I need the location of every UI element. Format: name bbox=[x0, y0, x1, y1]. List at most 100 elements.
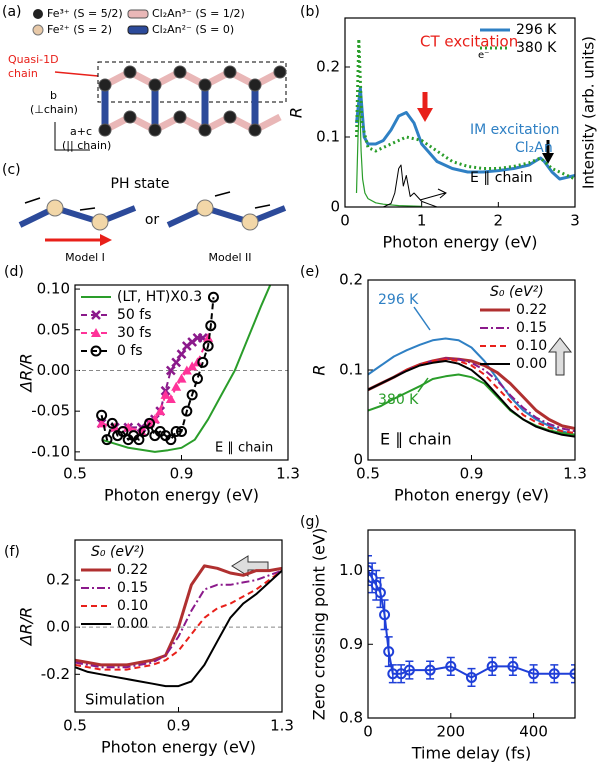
decoration bbox=[214, 191, 271, 209]
model-label: Model II bbox=[208, 251, 251, 264]
diagram-title: PH state bbox=[111, 176, 170, 192]
legend-text: Cl₂An²⁻ (S = 0) bbox=[152, 23, 234, 36]
y-axis-label: Zero crossing point (eV) bbox=[310, 528, 329, 720]
series-line bbox=[368, 337, 575, 436]
annotation: E ∥ chain bbox=[470, 170, 533, 186]
x-tick-label: 1.3 bbox=[276, 465, 300, 483]
panel-label: (e) bbox=[300, 264, 320, 280]
decoration bbox=[413, 306, 431, 331]
annotation: e⁻ bbox=[478, 50, 489, 61]
decoration bbox=[24, 197, 96, 211]
x-axis-label: Photon energy (eV) bbox=[383, 233, 538, 252]
plot-area bbox=[368, 555, 575, 688]
marker bbox=[203, 332, 214, 342]
or-text: or bbox=[145, 212, 160, 228]
axis-note: (|| chain) bbox=[62, 139, 111, 152]
x-tick-label: 2 bbox=[494, 212, 504, 230]
y2-axis-label: Intensity (arb. units) bbox=[580, 36, 598, 189]
y-tick-label: 0.05 bbox=[37, 320, 70, 338]
cl2an2-icon bbox=[127, 25, 149, 35]
fe2-icon bbox=[32, 24, 44, 36]
arrow-head bbox=[100, 234, 112, 246]
chain-label: chain bbox=[8, 67, 38, 80]
x-tick-label: 200 bbox=[436, 723, 465, 741]
decoration bbox=[419, 188, 447, 201]
legend-text: Fe²⁺ (S = 2) bbox=[47, 23, 112, 36]
x-axis-label: Photon energy (eV) bbox=[101, 738, 256, 757]
x-tick-label: 0.5 bbox=[63, 465, 87, 483]
x-tick-label: 3 bbox=[570, 212, 580, 230]
error-bar bbox=[426, 660, 435, 680]
axis-note: (⊥chain) bbox=[30, 103, 78, 116]
marker bbox=[176, 426, 187, 438]
x-tick-label: 0.9 bbox=[460, 465, 484, 483]
legend-title: S₀ (eV²) bbox=[490, 284, 544, 300]
marker bbox=[123, 422, 134, 432]
y-tick-label: 1.0 bbox=[339, 561, 363, 579]
legend-label: 0.10 bbox=[117, 598, 148, 614]
y-tick-label: 0.2 bbox=[339, 271, 363, 289]
series-line bbox=[383, 164, 438, 207]
decoration bbox=[542, 153, 554, 164]
panel-label: (b) bbox=[300, 4, 320, 20]
y-tick-label: 0 bbox=[353, 451, 363, 469]
decoration bbox=[198, 123, 212, 137]
legend-label: 0.00 bbox=[516, 356, 547, 372]
y-tick-label: 0.2 bbox=[46, 571, 70, 589]
legend-text: Fe³⁺ (S = 5/2) bbox=[47, 7, 123, 20]
marker bbox=[133, 434, 145, 446]
marker bbox=[171, 357, 182, 368]
legend-label: 0.10 bbox=[516, 338, 547, 354]
decoration bbox=[223, 110, 237, 124]
decoration bbox=[98, 78, 112, 92]
marker bbox=[176, 373, 187, 383]
x-tick-label: 0.5 bbox=[63, 717, 87, 735]
annotation: E ∥ chain bbox=[215, 441, 273, 456]
decoration bbox=[273, 65, 287, 79]
decoration bbox=[248, 78, 262, 92]
y-tick-label: -0.2 bbox=[41, 665, 70, 683]
error-bar bbox=[488, 656, 497, 676]
y-tick-label: 0.8 bbox=[339, 709, 363, 727]
marker bbox=[207, 291, 219, 303]
marker bbox=[91, 310, 101, 320]
decoration bbox=[46, 199, 64, 217]
legend-label: 0.00 bbox=[117, 616, 148, 632]
panel-label: (c) bbox=[2, 162, 21, 178]
marker bbox=[106, 417, 118, 429]
marker bbox=[403, 664, 415, 676]
legend-label: 50 fs bbox=[117, 307, 152, 323]
axes-frame bbox=[344, 17, 576, 208]
legend-label: (LT, HT)X0.3 bbox=[117, 289, 202, 305]
decoration bbox=[198, 78, 212, 92]
marker bbox=[101, 434, 113, 446]
x-tick-label: 400 bbox=[519, 723, 548, 741]
decoration bbox=[123, 110, 137, 124]
x-axis-label: Time delay (fs) bbox=[411, 744, 532, 763]
x-axis-label: Photon energy (eV) bbox=[394, 486, 549, 505]
marker bbox=[383, 646, 395, 658]
error-bar bbox=[446, 656, 455, 676]
series-line bbox=[355, 94, 422, 207]
marker bbox=[548, 668, 560, 680]
series-label: 296 K bbox=[378, 292, 419, 308]
y-axis-label: ΔR/R bbox=[17, 353, 36, 394]
panel-label: (d) bbox=[4, 264, 24, 280]
fe3-icon bbox=[33, 9, 43, 19]
plot-area bbox=[75, 564, 282, 688]
axes-frame bbox=[74, 284, 289, 461]
error-bar bbox=[380, 599, 389, 631]
annotation: Cl₂An bbox=[515, 140, 553, 156]
marker bbox=[191, 373, 203, 385]
decoration bbox=[223, 65, 237, 79]
x-tick-label: 0.9 bbox=[167, 717, 191, 735]
chain-pointer bbox=[54, 71, 99, 77]
y-tick-label: -0.10 bbox=[31, 442, 70, 460]
lattice bbox=[98, 65, 287, 137]
legend-label: 0.15 bbox=[516, 320, 547, 336]
decoration bbox=[91, 213, 109, 231]
marker bbox=[171, 381, 182, 391]
marker bbox=[374, 587, 386, 599]
axes-frame bbox=[367, 529, 576, 719]
marker bbox=[181, 405, 193, 417]
